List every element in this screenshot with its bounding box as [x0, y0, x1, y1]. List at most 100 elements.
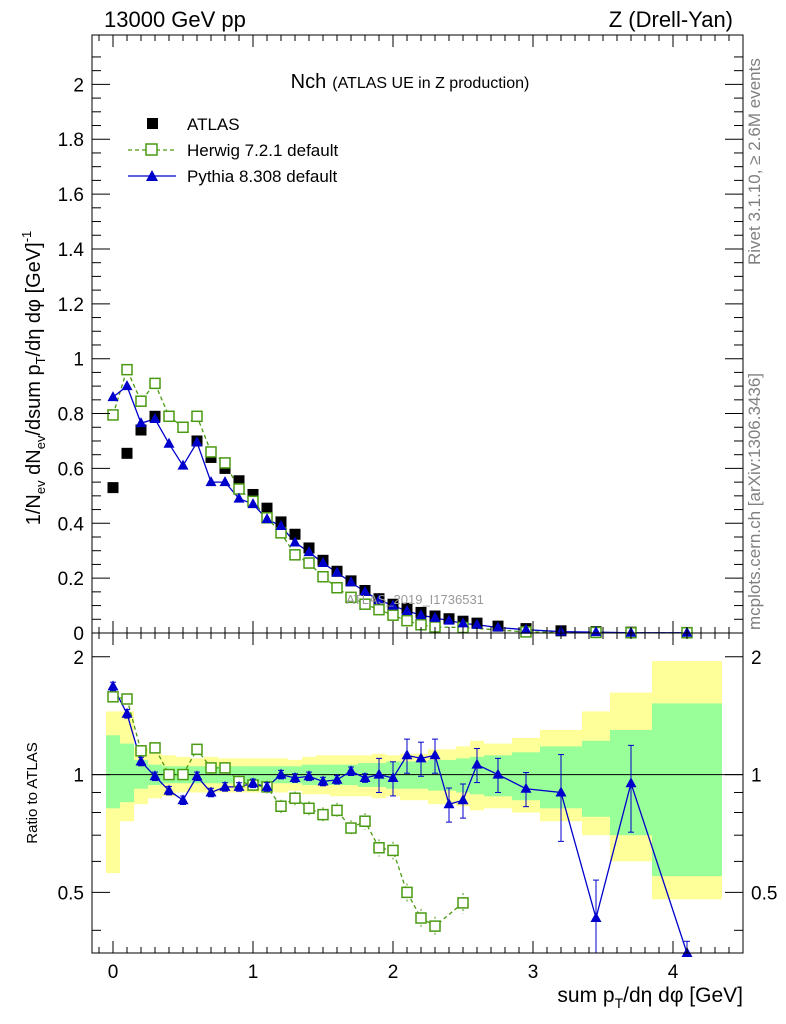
x-tick-label: 2 [388, 962, 399, 983]
legend-herwig-label: Herwig 7.2.1 default [187, 141, 338, 160]
ratio-pythia-point [359, 771, 371, 782]
y-tick-label: 1.2 [58, 295, 84, 316]
ratio-herwig-point [373, 842, 385, 854]
ratio-pythia-point [289, 771, 301, 782]
ratio-pythia-point [429, 749, 441, 760]
pythia-point [457, 617, 469, 628]
ratio-pythia-point [471, 758, 483, 769]
ratio-pythia-point [275, 768, 287, 779]
pythia-point [163, 437, 175, 448]
y-tick-label: 1.8 [58, 130, 84, 151]
herwig-point [331, 581, 343, 594]
herwig-point [303, 557, 315, 569]
ratio-pythia-point [401, 749, 413, 760]
ratio-green-band [400, 761, 414, 789]
y-tick-label: 2 [73, 75, 84, 96]
pythia-point [135, 417, 147, 428]
ratio-herwig-point [121, 693, 133, 705]
ratio-pythia-point [135, 755, 147, 766]
atlas-point [261, 502, 273, 514]
ratio-pythia-point [149, 770, 161, 781]
ratio-y-tick-label: 0.5 [58, 883, 84, 904]
ratio-herwig-point [163, 768, 175, 781]
pythia-point [303, 546, 315, 557]
ratio-herwig-point [191, 743, 203, 756]
ratio-plot-marks [92, 661, 743, 957]
energy-label: 13000 GeV pp [104, 7, 246, 32]
atlas-point [107, 482, 119, 494]
pythia-point [275, 520, 287, 531]
y-tick-label: 0 [73, 624, 84, 645]
pythia-point [345, 576, 357, 587]
ratio-pythia-point [107, 680, 119, 691]
ratio-herwig-point [177, 768, 189, 781]
herwig-point [317, 571, 329, 583]
x-axis-label: sum pT/dη dφ [GeV] [557, 984, 743, 1011]
ratio-herwig-point [331, 804, 343, 817]
ratio-frame [91, 632, 744, 954]
legend-herwig-marker [145, 143, 158, 156]
ratio-axis-ticks: 0 1 2 3 4 0.5 0.5 1 1 2 2 [58, 648, 778, 983]
y-tick-label: 0.4 [58, 514, 85, 535]
ratio-panel: 0 1 2 3 4 0.5 0.5 1 1 2 2 Ratio to ATLAS [24, 632, 778, 983]
herwig-point [121, 363, 133, 376]
pythia-point [191, 436, 203, 447]
pythia-point [429, 611, 441, 622]
ratio-herwig-point [135, 745, 147, 757]
ratio-herwig-point [415, 912, 427, 924]
rivet-version-label: Rivet 3.1.10, ≥ 2.6M events [745, 58, 764, 265]
pythia-point [317, 557, 329, 568]
ratio-pythia-point [177, 794, 189, 805]
atlas-point [135, 424, 147, 436]
ratio-pythia-point [457, 794, 469, 805]
pythia-point [149, 413, 161, 424]
herwig-point [205, 446, 217, 458]
pythia-point [247, 498, 259, 509]
ratio-herwig-point [387, 844, 399, 857]
ratio-y-tick-label-right: 0.5 [751, 883, 777, 904]
ratio-y-tick-label: 2 [73, 648, 84, 669]
ratio-y-axis-label: Ratio to ATLAS [24, 742, 41, 843]
ratio-pythia-point [261, 780, 273, 791]
atlas-point [121, 447, 133, 459]
ratio-herwig-point [219, 762, 231, 774]
pythia-point [107, 391, 119, 402]
herwig-point [135, 395, 147, 407]
pythia-point [121, 380, 133, 391]
pythia-point [492, 621, 504, 632]
mcplots-label: mcplots.cern.ch [arXiv:1306.3436] [745, 373, 764, 630]
ratio-green-band [582, 740, 610, 817]
ratio-pythia-point [331, 773, 343, 784]
ratio-pythia-point [219, 780, 231, 791]
herwig-point [177, 421, 189, 434]
ratio-pythia-point [555, 786, 567, 797]
ratio-pythia-point [233, 780, 245, 791]
main-y-axis-label: 1/Nev dNev/dsum pT/dη dφ [GeV]-1 [19, 231, 48, 526]
pythia-point [261, 513, 273, 524]
ratio-pythia-point [317, 775, 329, 786]
ratio-pythia-point [492, 768, 504, 779]
herwig-point [401, 614, 413, 627]
pythia-point [520, 623, 532, 634]
main-panel: 0 0.2 0.4 0.6 0.8 1 1.2 1.4 1.6 1.8 2 Nch (ATLAS UE… [19, 34, 744, 645]
atlas-point [289, 528, 301, 540]
herwig-point [289, 549, 301, 561]
pythia-point [205, 476, 217, 487]
main-axis-ticks: 0 0.2 0.4 0.6 0.8 1 1.2 1.4 1.6 1.8 2 [58, 35, 743, 645]
pythia-point [219, 476, 231, 487]
herwig-point [345, 591, 357, 604]
ratio-herwig-point [359, 815, 371, 827]
legend-atlas-marker [147, 118, 158, 129]
y-tick-label: 1 [73, 350, 84, 371]
ratio-pythia-point [191, 770, 203, 781]
ratio-herwig-point [429, 920, 441, 932]
legend: ATLAS Herwig 7.2.1 default Pythia 8.308 … [128, 115, 338, 186]
pythia-point [373, 594, 385, 605]
atlas-point [233, 475, 245, 487]
herwig-point [373, 603, 385, 616]
legend-pythia-marker [146, 170, 158, 181]
ratio-pythia-point [345, 765, 357, 776]
analysis-watermark: ATLAS_2019_I1736531 [346, 592, 484, 607]
ratio-pythia-point [373, 768, 385, 779]
ratio-green-band [456, 758, 470, 793]
